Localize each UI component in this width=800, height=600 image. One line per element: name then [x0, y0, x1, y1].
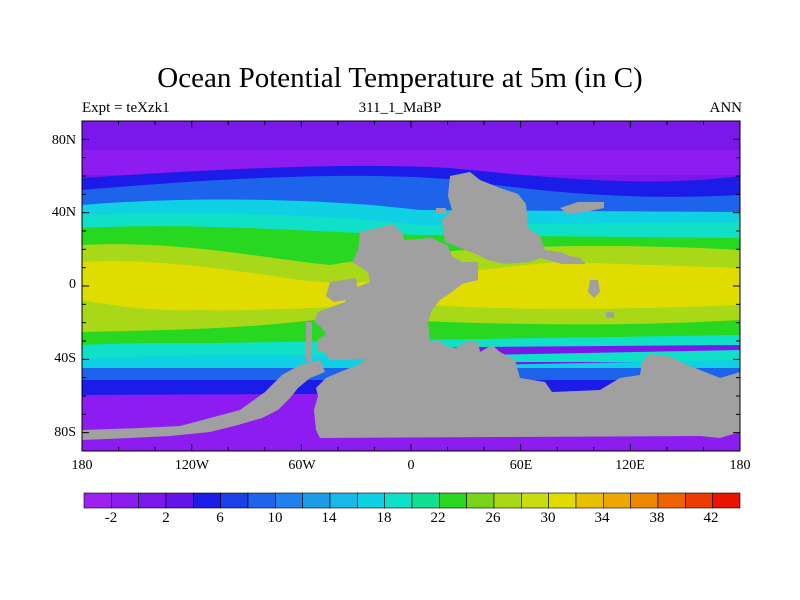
colorbar-label: 30	[540, 510, 556, 526]
colorbar-cell	[685, 492, 713, 509]
colorbar-cell	[575, 492, 604, 509]
colorbar-label: 14	[321, 510, 337, 526]
colorbar-label: 22	[430, 510, 446, 526]
land-small-island-2	[606, 312, 614, 318]
colorbar-label: -2	[104, 510, 118, 526]
colorbar-label: 18	[376, 510, 392, 526]
colorbar-label: 26	[485, 510, 501, 526]
x-tick-label: 60E	[509, 458, 533, 473]
colorbar-cell	[193, 492, 221, 509]
y-tick-label: 40S	[54, 351, 76, 366]
colorbar-cell	[165, 492, 194, 509]
colorbar-cell	[603, 492, 631, 509]
colorbar-cell	[411, 492, 440, 509]
experiment-label: Expt = teXzk1	[82, 100, 170, 116]
colorbar-label: 10	[267, 510, 283, 526]
colorbar-cell	[357, 492, 385, 509]
colorbar-cell	[548, 492, 577, 509]
colorbar-cell	[657, 492, 686, 509]
land-south-cone	[306, 322, 312, 362]
colorbar-cell	[521, 492, 549, 509]
season-label: ANN	[709, 100, 743, 116]
colorbar	[83, 492, 741, 509]
chart-title: Ocean Potential Temperature at 5m (in C)	[157, 62, 643, 94]
x-tick-label: 180	[729, 458, 751, 473]
colorbar-cell	[493, 492, 522, 509]
colorbar-label: 38	[649, 510, 665, 526]
colorbar-cell	[220, 492, 249, 509]
land-small-island-1	[588, 280, 600, 298]
colorbar-cell	[138, 492, 167, 509]
colorbar-label: 6	[216, 510, 224, 526]
colorbar-cell	[83, 492, 112, 509]
colorbar-label: 2	[162, 510, 170, 526]
y-tick-label: 80S	[54, 425, 76, 440]
colorbar-label: 42	[703, 510, 719, 526]
colorbar-cell	[466, 492, 495, 509]
map-ticks	[81, 120, 741, 452]
colorbar-cell	[439, 492, 467, 509]
x-tick-label: 120W	[174, 458, 210, 473]
x-tick-label: 0	[407, 458, 415, 473]
ocean-temperature-field	[82, 121, 740, 451]
colorbar-cell	[275, 492, 303, 509]
x-tick-label: 180	[71, 458, 93, 473]
x-tick-label: 60W	[288, 458, 316, 473]
x-tick-label: 120E	[615, 458, 645, 473]
colorbar-label: 34	[594, 510, 610, 526]
colorbar-cell	[630, 492, 659, 509]
colorbar-cell	[247, 492, 276, 509]
y-tick-label: 0	[69, 277, 76, 292]
y-tick-label: 40N	[51, 205, 76, 220]
land-antarctic-peninsula	[82, 360, 325, 440]
land-north-america	[442, 172, 586, 264]
land-masses	[82, 172, 740, 440]
colorbar-cell	[111, 492, 139, 509]
y-tick-label: 80N	[51, 133, 76, 148]
land-small-island-3	[436, 208, 446, 214]
colorbar-cell	[712, 492, 741, 509]
colorbar-cell	[384, 492, 413, 509]
period-label: 311_1_MaBP	[358, 100, 442, 116]
colorbar-cell	[329, 492, 358, 509]
colorbar-cell	[302, 492, 331, 509]
land-africa-west	[326, 278, 358, 302]
land-north-island	[560, 202, 604, 214]
land-south-america-antarctica	[314, 224, 740, 438]
